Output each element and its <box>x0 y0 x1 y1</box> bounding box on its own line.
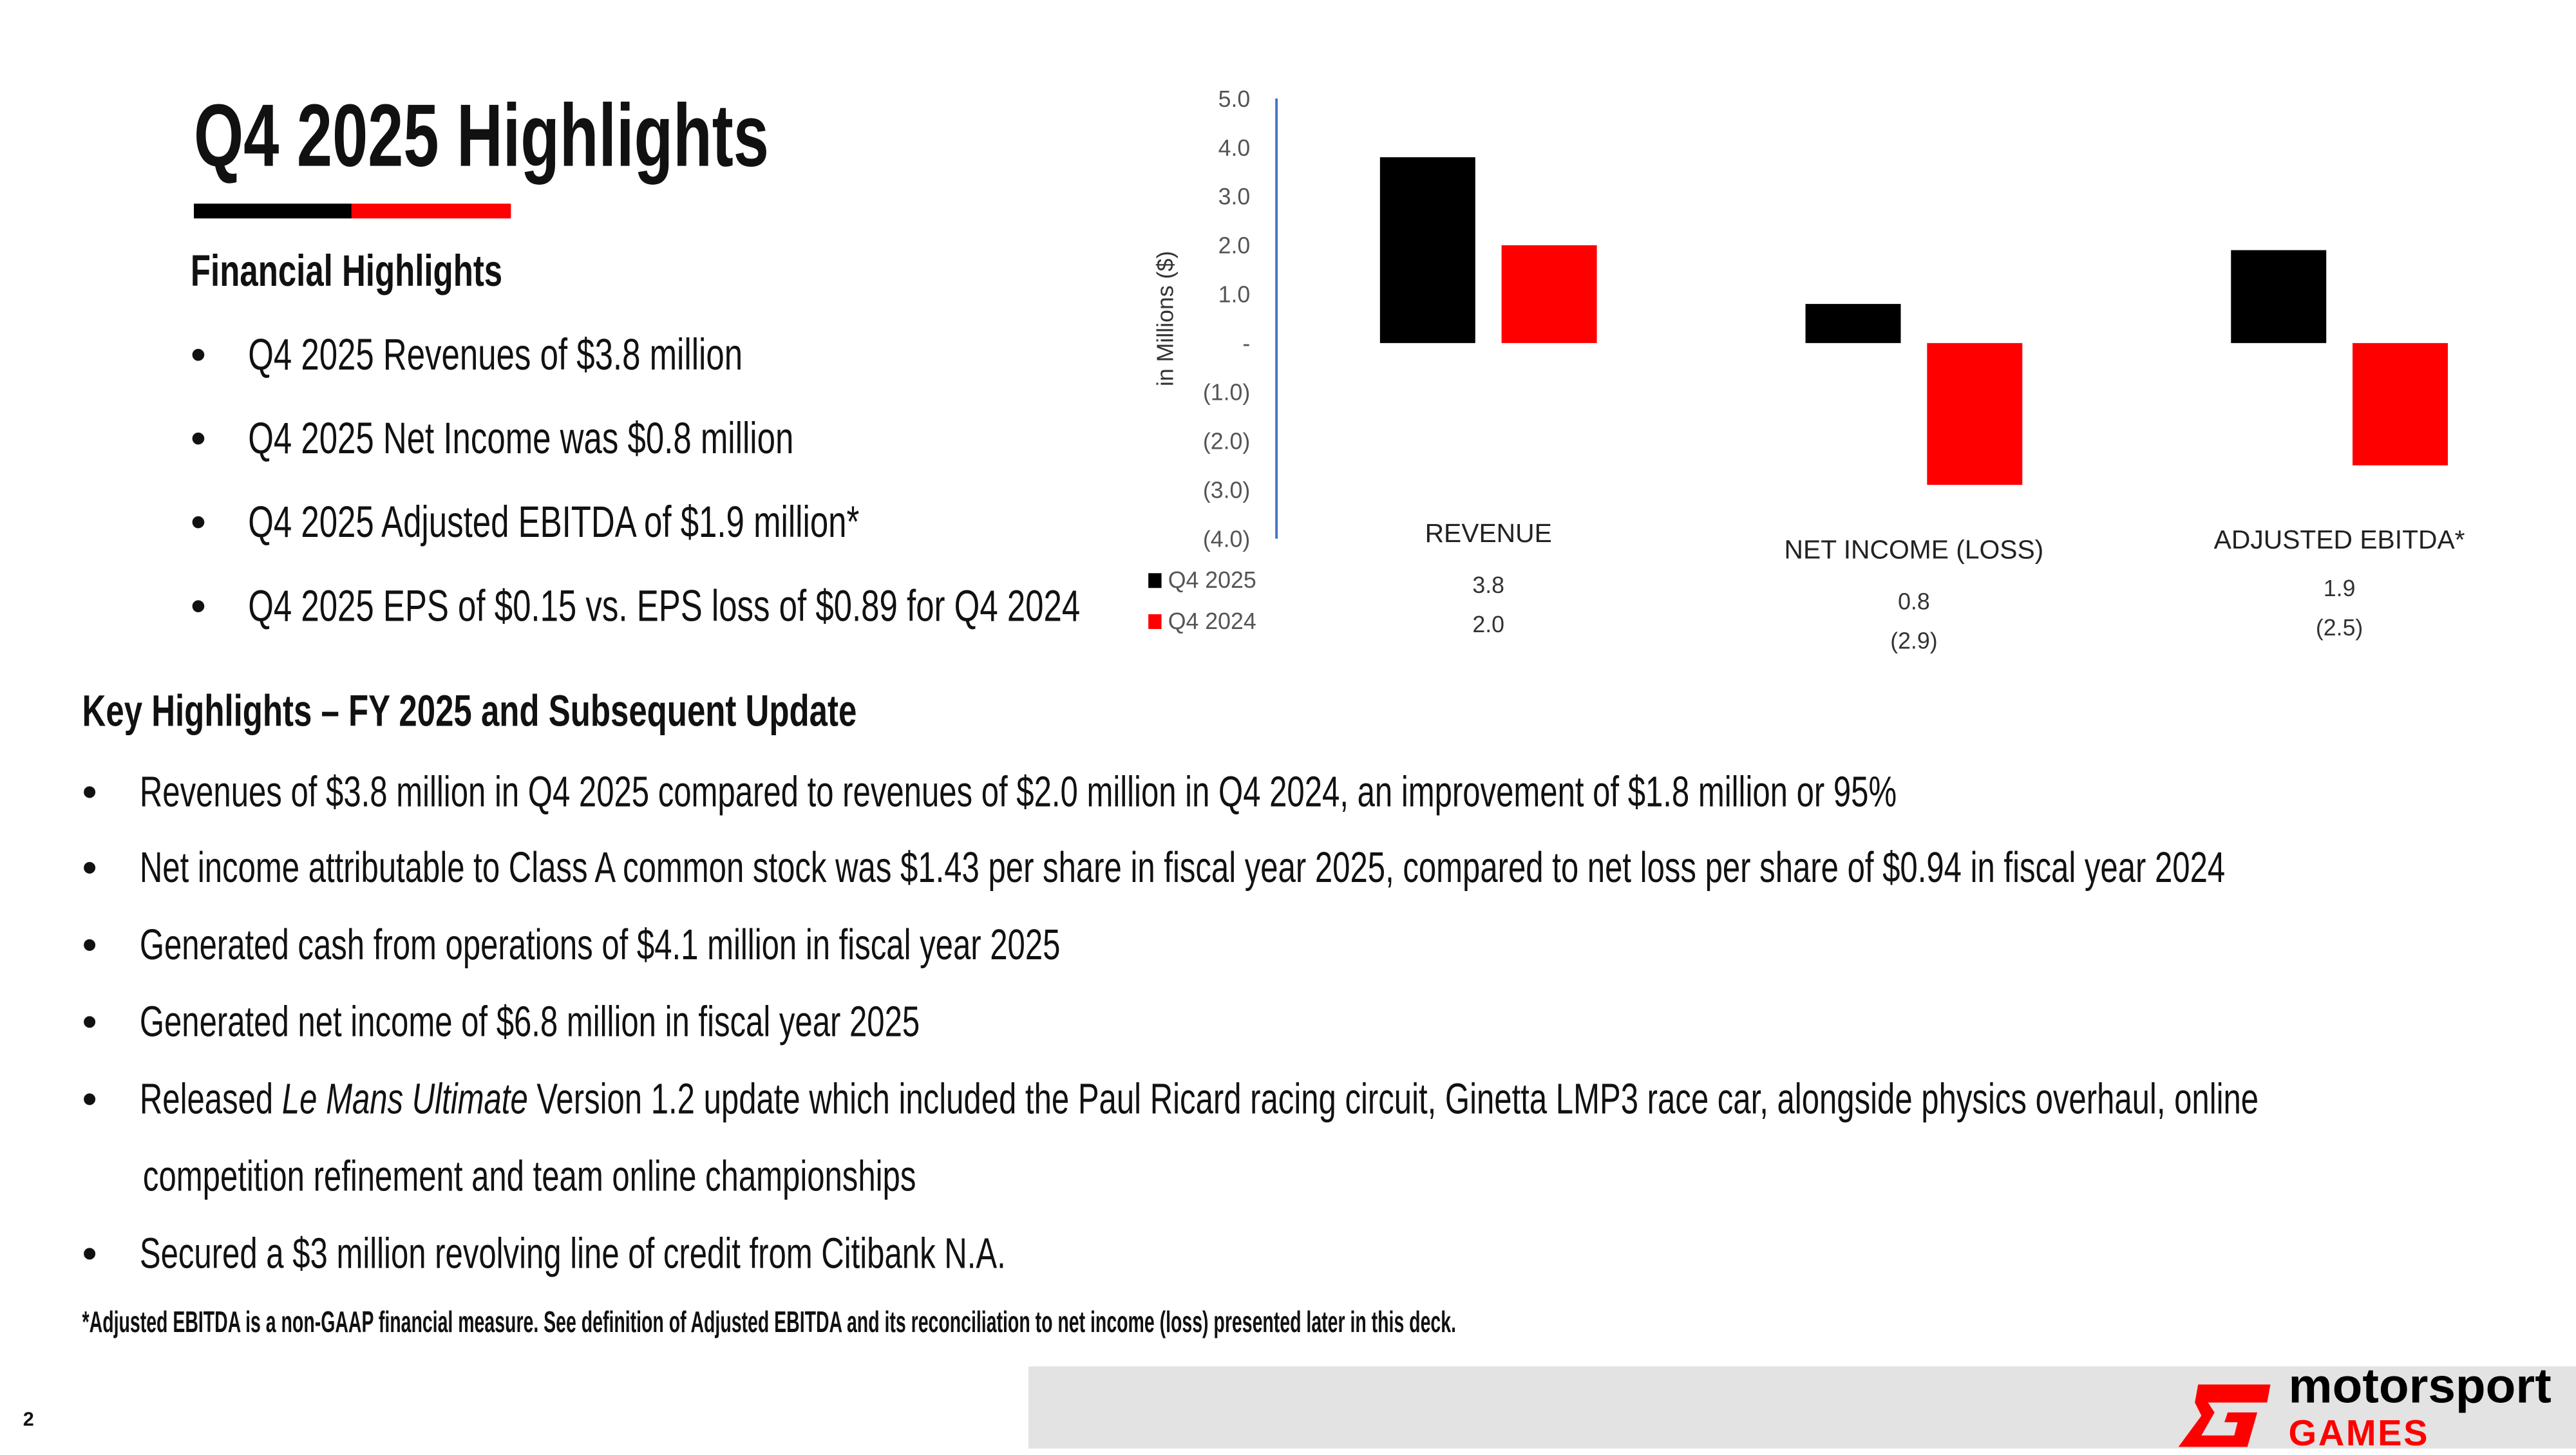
financial-bullet: • Q4 2025 Revenues of $3.8 million <box>190 330 744 380</box>
bar-q4-2024 <box>1501 245 1597 343</box>
y-tick-label: 1.0 <box>1218 282 1251 308</box>
category-label: NET INCOME (LOSS) <box>1785 534 2044 564</box>
y-tick-label: - <box>1242 331 1250 357</box>
y-axis-label: in Millions ($) <box>1152 251 1178 386</box>
logo-subtext: GAMES <box>2288 1412 2430 1454</box>
data-label: 3.8 <box>1472 572 1504 598</box>
bar-q4-2025 <box>1379 157 1475 343</box>
financial-bullet: • Q4 2025 Net Income was $0.8 million <box>190 413 795 464</box>
legend-label: Q4 2025 <box>1168 567 1256 593</box>
y-tick-label: 3.0 <box>1218 184 1251 210</box>
data-label: 1.9 <box>2324 576 2356 601</box>
title-underline-red <box>351 203 511 219</box>
key-bullet: • Net income attributable to Class A comm… <box>82 842 2226 892</box>
logo-mark-icon <box>2178 1384 2271 1447</box>
footnote: *Adjusted EBITDA is a non-GAAP financial… <box>82 1306 1457 1339</box>
bar-q4-2024 <box>2353 343 2448 465</box>
y-tick-label: (2.0) <box>1203 429 1250 455</box>
y-tick-label: (3.0) <box>1203 478 1250 503</box>
bar-q4-2025 <box>1805 304 1901 343</box>
title-text: Q4 2025 Highlights <box>194 87 769 186</box>
key-bullet: • Generated cash from operations of $4.1 … <box>82 919 1061 970</box>
key-bullet: • Generated net income of $6.8 million in… <box>82 997 920 1046</box>
bar-q4-2025 <box>2231 250 2327 343</box>
y-tick-label: (4.0) <box>1203 526 1250 552</box>
footer-band <box>1028 1366 2576 1449</box>
key-bullet-continued: competition refinement and team online c… <box>142 1151 916 1201</box>
title-underline-black <box>194 203 352 219</box>
key-bullet: • Secured a $3 million revolving line of … <box>82 1228 1007 1278</box>
category-label: ADJUSTED EBITDA* <box>2214 525 2465 554</box>
key-bullet: • Revenues of $3.8 million in Q4 2025 com… <box>82 767 1897 816</box>
bar-chart: 5.0 4.0 3.0 2.0 1.0 - (1.0) (2.0) (3.0) (4.0) in M… <box>1148 86 2465 654</box>
data-label: (2.5) <box>2316 615 2363 641</box>
y-tick-label: 2.0 <box>1218 233 1251 259</box>
page-number: 2 <box>23 1407 34 1431</box>
legend-swatch <box>1148 614 1162 630</box>
data-label: 0.8 <box>1898 588 1930 614</box>
legend-swatch <box>1148 573 1162 588</box>
financial-bullet: • Q4 2025 Adjusted EBITDA of $1.9 million… <box>190 497 860 547</box>
data-label: 2.0 <box>1472 612 1504 637</box>
y-tick-label: 5.0 <box>1218 86 1251 112</box>
key-heading: Key Highlights – FY 2025 and Subsequent … <box>82 686 857 736</box>
y-tick-label: (1.0) <box>1203 380 1250 406</box>
key-bullet: • Released Le Mans Ultimate Version 1.2 u… <box>82 1074 2259 1123</box>
data-label: (2.9) <box>1890 628 1937 654</box>
bar-q4-2024 <box>1927 343 2023 485</box>
page-title: Q4 2025 Highlights <box>194 86 992 187</box>
y-tick-label: 4.0 <box>1218 135 1251 161</box>
financial-bullet: • Q4 2025 EPS of $0.15 vs. EPS loss of $0… <box>190 581 1081 631</box>
logo-text: motorsport <box>2288 1360 2552 1414</box>
financial-heading: Financial Highlights <box>190 246 503 296</box>
category-label: REVENUE <box>1425 518 1552 548</box>
legend-label: Q4 2024 <box>1168 608 1256 634</box>
